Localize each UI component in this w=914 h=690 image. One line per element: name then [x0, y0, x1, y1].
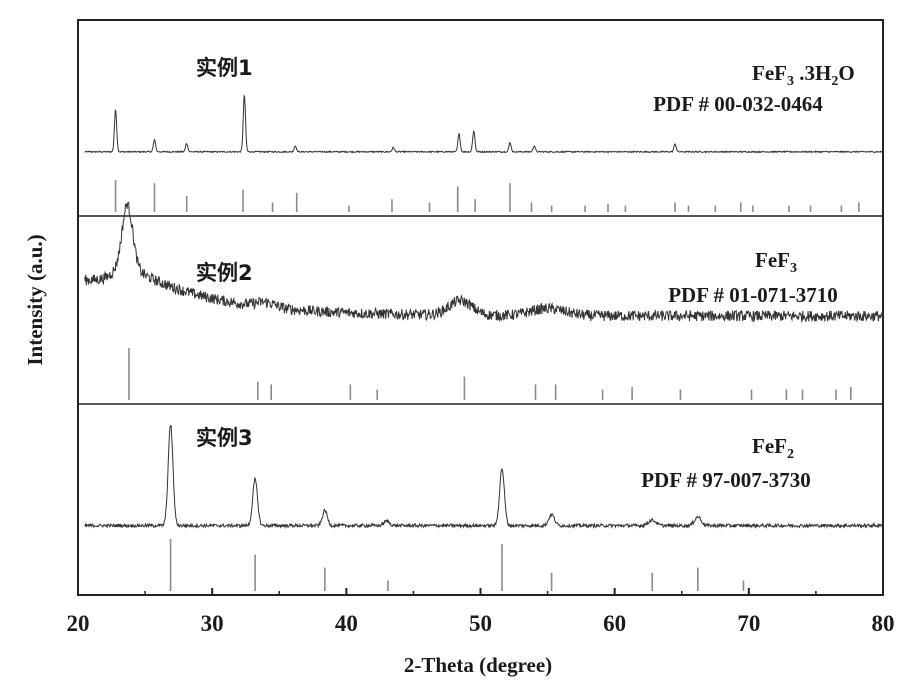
pdf-card-label: PDF # 00-032-0464: [653, 92, 823, 116]
pattern-trace: [84, 94, 883, 154]
panel-1: 实例1 FeF3 .3H2O PDF # 00-032-0464: [78, 56, 883, 217]
sample-label: 实例2: [196, 261, 253, 285]
x-tick-label: 50: [469, 611, 492, 636]
pattern-trace: [84, 425, 883, 530]
x-tick-label: 80: [872, 611, 895, 636]
sample-label: 实例3: [196, 426, 253, 450]
x-tick-label: 70: [737, 611, 760, 636]
pattern-trace: [84, 201, 884, 324]
panel-2: 实例2 FeF3 PDF # 01-071-3710: [78, 201, 884, 405]
x-tick-label: 60: [603, 611, 626, 636]
reference-sticks: [128, 348, 852, 400]
x-tick-label: 20: [67, 611, 90, 636]
x-tick-label: 30: [201, 611, 224, 636]
panels: 实例1 FeF3 .3H2O PDF # 00-032-0464 实例2 FeF3 PDF…: [78, 56, 884, 591]
phase-label: FeF3 .3H2O: [752, 61, 855, 89]
phase-label: FeF3: [755, 248, 797, 276]
phase-label: FeF2: [752, 434, 794, 462]
pdf-card-label: PDF # 97-007-3730: [641, 468, 811, 492]
y-axis-label: Intensity (a.u.): [23, 234, 47, 365]
pdf-card-label: PDF # 01-071-3710: [668, 283, 838, 307]
x-axis-label: 2-Theta (degree): [404, 653, 552, 677]
x-axis: 20 30 40 50 60 70 80: [67, 588, 895, 636]
sample-label: 实例1: [196, 56, 253, 80]
reference-sticks: [114, 180, 860, 212]
panel-3: 实例3 FeF2 PDF # 97-007-3730: [84, 425, 883, 591]
reference-sticks: [169, 539, 745, 591]
x-tick-label: 40: [335, 611, 358, 636]
